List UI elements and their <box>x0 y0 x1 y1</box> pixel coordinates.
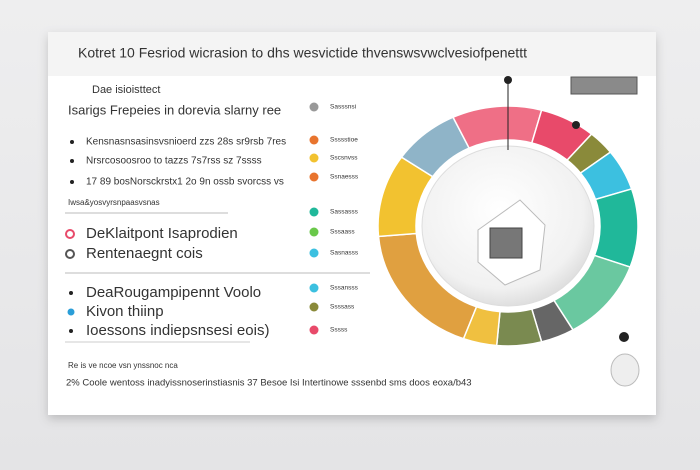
bullet-text: Kensnasnsasinsvsnioerd zzs 28s sr9rsb 7r… <box>86 137 286 148</box>
button[interactable] <box>570 76 638 95</box>
legend-text: Sasssnsi <box>330 104 356 111</box>
note: Iwsa&yosvyrsnpaasvsnas <box>68 198 160 207</box>
item-text: Ioessons indiepsnsesi eois) <box>86 322 269 339</box>
pointer-dot <box>572 121 580 129</box>
legend-icon <box>309 135 319 145</box>
legend-text: Sssss <box>330 327 348 334</box>
legend-icon <box>309 102 319 112</box>
legend-icon <box>309 283 319 293</box>
legend-text: Sssansss <box>330 285 359 292</box>
legend-icon <box>309 153 319 163</box>
device-screen <box>489 227 523 259</box>
legend-text: Ssssstioe <box>330 137 358 144</box>
item-icon <box>65 249 75 259</box>
legend-text: Sscsnvss <box>330 155 358 162</box>
item-text: DeaRougampipennt Voolo <box>86 284 261 301</box>
footer-note: Re is ve ncoe vsn ynssnoc nca <box>68 361 178 370</box>
left-column: Kensnasnsasinsvsnioerd zzs 28s sr9rsb 7r… <box>65 137 286 339</box>
bullet <box>69 291 73 295</box>
legend-text: Ssnaesss <box>330 174 359 181</box>
header-title: Kotret 10 Fesriod wicrasion to dhs wesvi… <box>78 45 527 61</box>
legend-icon <box>309 248 319 258</box>
legend-text: Sasnasss <box>330 250 359 257</box>
pointer-dot <box>504 76 512 84</box>
bullet <box>69 329 73 333</box>
legend-text: Ssssass <box>330 304 355 311</box>
donut <box>377 105 639 347</box>
item-text: Rentenaegnt cois <box>86 245 203 262</box>
knob-pin <box>619 332 629 342</box>
bullet-text: Nrsrcosoosroo to tazzs 7s7rss sz 7ssss <box>86 156 262 167</box>
item-icon <box>65 229 75 239</box>
legend-text: Sssaass <box>330 229 355 236</box>
legend-icon <box>309 227 319 237</box>
bullet <box>67 308 75 316</box>
item-text: DeKlaitpont Isaprodien <box>86 225 238 242</box>
legend-icon <box>309 207 319 217</box>
legend-icon <box>309 172 319 182</box>
legend-text: Sassasss <box>330 209 359 216</box>
knob[interactable] <box>610 353 640 387</box>
footer-text: 2% Coole wentoss inadyissnoserinstiasnis… <box>66 378 472 389</box>
bullet <box>70 140 74 144</box>
item-text: Kivon thiinp <box>86 303 164 320</box>
bullet <box>70 180 74 184</box>
donut-segment <box>593 187 639 268</box>
section-title: Dae isioisttect <box>92 84 160 96</box>
bullet <box>70 159 74 163</box>
header-bar <box>48 32 656 76</box>
legend-icon <box>309 302 319 312</box>
section-subtitle: Isarigs Frepeies in dorevia slarny ree <box>68 102 281 117</box>
bullet-text: 17 89 bosNorsckrstx1 2o 9n ossb svorcss … <box>86 177 284 188</box>
donut-segment <box>462 305 501 347</box>
legend-icon <box>309 325 319 335</box>
